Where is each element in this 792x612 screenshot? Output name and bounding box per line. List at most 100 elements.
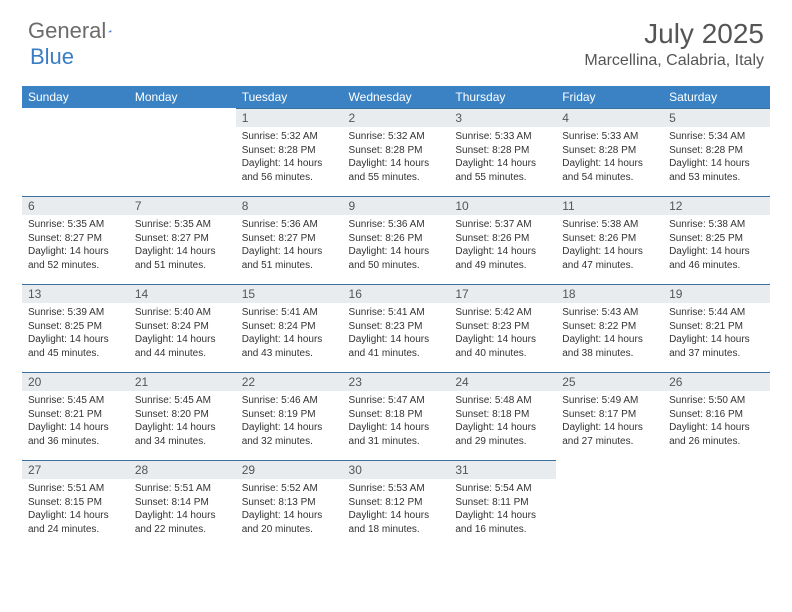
day-info: Sunrise: 5:38 AMSunset: 8:25 PMDaylight:…	[663, 215, 770, 275]
calendar-cell	[22, 108, 129, 196]
day-number: 31	[449, 460, 556, 479]
day-info: Sunrise: 5:48 AMSunset: 8:18 PMDaylight:…	[449, 391, 556, 451]
calendar-cell: 12Sunrise: 5:38 AMSunset: 8:25 PMDayligh…	[663, 196, 770, 284]
calendar-table: Sunday Monday Tuesday Wednesday Thursday…	[22, 86, 770, 548]
calendar-cell	[129, 108, 236, 196]
day-info: Sunrise: 5:43 AMSunset: 8:22 PMDaylight:…	[556, 303, 663, 363]
day-number: 19	[663, 284, 770, 303]
day-number: 20	[22, 372, 129, 391]
day-number: 17	[449, 284, 556, 303]
weekday-header: Thursday	[449, 86, 556, 108]
day-info: Sunrise: 5:35 AMSunset: 8:27 PMDaylight:…	[129, 215, 236, 275]
day-info: Sunrise: 5:32 AMSunset: 8:28 PMDaylight:…	[343, 127, 450, 187]
day-info: Sunrise: 5:36 AMSunset: 8:27 PMDaylight:…	[236, 215, 343, 275]
calendar-cell: 25Sunrise: 5:49 AMSunset: 8:17 PMDayligh…	[556, 372, 663, 460]
day-info: Sunrise: 5:49 AMSunset: 8:17 PMDaylight:…	[556, 391, 663, 451]
day-info: Sunrise: 5:40 AMSunset: 8:24 PMDaylight:…	[129, 303, 236, 363]
day-info: Sunrise: 5:46 AMSunset: 8:19 PMDaylight:…	[236, 391, 343, 451]
day-info: Sunrise: 5:52 AMSunset: 8:13 PMDaylight:…	[236, 479, 343, 539]
day-number: 23	[343, 372, 450, 391]
day-number: 16	[343, 284, 450, 303]
calendar-cell: 15Sunrise: 5:41 AMSunset: 8:24 PMDayligh…	[236, 284, 343, 372]
day-number: 7	[129, 196, 236, 215]
calendar-week: 20Sunrise: 5:45 AMSunset: 8:21 PMDayligh…	[22, 372, 770, 460]
weekday-header: Friday	[556, 86, 663, 108]
day-number: 27	[22, 460, 129, 479]
calendar-cell: 4Sunrise: 5:33 AMSunset: 8:28 PMDaylight…	[556, 108, 663, 196]
logo-triangle-icon	[108, 23, 111, 39]
calendar-cell: 6Sunrise: 5:35 AMSunset: 8:27 PMDaylight…	[22, 196, 129, 284]
calendar-cell: 27Sunrise: 5:51 AMSunset: 8:15 PMDayligh…	[22, 460, 129, 548]
day-info: Sunrise: 5:35 AMSunset: 8:27 PMDaylight:…	[22, 215, 129, 275]
day-number: 24	[449, 372, 556, 391]
day-info: Sunrise: 5:45 AMSunset: 8:21 PMDaylight:…	[22, 391, 129, 451]
day-number: 26	[663, 372, 770, 391]
day-info: Sunrise: 5:45 AMSunset: 8:20 PMDaylight:…	[129, 391, 236, 451]
day-info: Sunrise: 5:53 AMSunset: 8:12 PMDaylight:…	[343, 479, 450, 539]
day-number: 12	[663, 196, 770, 215]
day-number: 5	[663, 108, 770, 127]
calendar-cell: 19Sunrise: 5:44 AMSunset: 8:21 PMDayligh…	[663, 284, 770, 372]
calendar-cell: 24Sunrise: 5:48 AMSunset: 8:18 PMDayligh…	[449, 372, 556, 460]
calendar-cell: 10Sunrise: 5:37 AMSunset: 8:26 PMDayligh…	[449, 196, 556, 284]
calendar-cell: 14Sunrise: 5:40 AMSunset: 8:24 PMDayligh…	[129, 284, 236, 372]
calendar-cell: 13Sunrise: 5:39 AMSunset: 8:25 PMDayligh…	[22, 284, 129, 372]
calendar-cell: 8Sunrise: 5:36 AMSunset: 8:27 PMDaylight…	[236, 196, 343, 284]
calendar-cell: 3Sunrise: 5:33 AMSunset: 8:28 PMDaylight…	[449, 108, 556, 196]
calendar-cell: 7Sunrise: 5:35 AMSunset: 8:27 PMDaylight…	[129, 196, 236, 284]
calendar-cell: 31Sunrise: 5:54 AMSunset: 8:11 PMDayligh…	[449, 460, 556, 548]
calendar-cell: 11Sunrise: 5:38 AMSunset: 8:26 PMDayligh…	[556, 196, 663, 284]
calendar-cell: 29Sunrise: 5:52 AMSunset: 8:13 PMDayligh…	[236, 460, 343, 548]
day-number: 9	[343, 196, 450, 215]
day-info: Sunrise: 5:41 AMSunset: 8:24 PMDaylight:…	[236, 303, 343, 363]
calendar-cell: 17Sunrise: 5:42 AMSunset: 8:23 PMDayligh…	[449, 284, 556, 372]
day-number: 6	[22, 196, 129, 215]
calendar-week: 27Sunrise: 5:51 AMSunset: 8:15 PMDayligh…	[22, 460, 770, 548]
day-number: 1	[236, 108, 343, 127]
day-number: 30	[343, 460, 450, 479]
day-number: 3	[449, 108, 556, 127]
day-info: Sunrise: 5:33 AMSunset: 8:28 PMDaylight:…	[556, 127, 663, 187]
weekday-row: Sunday Monday Tuesday Wednesday Thursday…	[22, 86, 770, 108]
day-number: 22	[236, 372, 343, 391]
day-info: Sunrise: 5:34 AMSunset: 8:28 PMDaylight:…	[663, 127, 770, 187]
day-number: 14	[129, 284, 236, 303]
calendar-cell: 26Sunrise: 5:50 AMSunset: 8:16 PMDayligh…	[663, 372, 770, 460]
calendar-cell: 30Sunrise: 5:53 AMSunset: 8:12 PMDayligh…	[343, 460, 450, 548]
day-number: 11	[556, 196, 663, 215]
calendar-week: 1Sunrise: 5:32 AMSunset: 8:28 PMDaylight…	[22, 108, 770, 196]
calendar-cell: 5Sunrise: 5:34 AMSunset: 8:28 PMDaylight…	[663, 108, 770, 196]
day-info: Sunrise: 5:37 AMSunset: 8:26 PMDaylight:…	[449, 215, 556, 275]
day-number: 2	[343, 108, 450, 127]
day-info: Sunrise: 5:41 AMSunset: 8:23 PMDaylight:…	[343, 303, 450, 363]
logo-blue-row: Blue	[30, 44, 74, 70]
calendar-cell: 23Sunrise: 5:47 AMSunset: 8:18 PMDayligh…	[343, 372, 450, 460]
calendar-cell: 16Sunrise: 5:41 AMSunset: 8:23 PMDayligh…	[343, 284, 450, 372]
day-info: Sunrise: 5:32 AMSunset: 8:28 PMDaylight:…	[236, 127, 343, 187]
day-number: 21	[129, 372, 236, 391]
month-title: July 2025	[584, 18, 764, 50]
day-info: Sunrise: 5:51 AMSunset: 8:15 PMDaylight:…	[22, 479, 129, 539]
calendar-cell: 1Sunrise: 5:32 AMSunset: 8:28 PMDaylight…	[236, 108, 343, 196]
header: General July 2025 Marcellina, Calabria, …	[0, 0, 792, 78]
calendar-body: 1Sunrise: 5:32 AMSunset: 8:28 PMDaylight…	[22, 108, 770, 548]
weekday-header: Wednesday	[343, 86, 450, 108]
calendar-cell	[663, 460, 770, 548]
calendar-cell: 28Sunrise: 5:51 AMSunset: 8:14 PMDayligh…	[129, 460, 236, 548]
day-number: 28	[129, 460, 236, 479]
day-info: Sunrise: 5:42 AMSunset: 8:23 PMDaylight:…	[449, 303, 556, 363]
calendar-week: 6Sunrise: 5:35 AMSunset: 8:27 PMDaylight…	[22, 196, 770, 284]
weekday-header: Monday	[129, 86, 236, 108]
logo-general: General	[28, 18, 106, 44]
day-info: Sunrise: 5:38 AMSunset: 8:26 PMDaylight:…	[556, 215, 663, 275]
day-number: 29	[236, 460, 343, 479]
day-info: Sunrise: 5:36 AMSunset: 8:26 PMDaylight:…	[343, 215, 450, 275]
calendar-cell: 2Sunrise: 5:32 AMSunset: 8:28 PMDaylight…	[343, 108, 450, 196]
weekday-header: Sunday	[22, 86, 129, 108]
day-info: Sunrise: 5:39 AMSunset: 8:25 PMDaylight:…	[22, 303, 129, 363]
day-info: Sunrise: 5:51 AMSunset: 8:14 PMDaylight:…	[129, 479, 236, 539]
calendar-cell: 20Sunrise: 5:45 AMSunset: 8:21 PMDayligh…	[22, 372, 129, 460]
day-number: 10	[449, 196, 556, 215]
calendar-cell: 22Sunrise: 5:46 AMSunset: 8:19 PMDayligh…	[236, 372, 343, 460]
day-info: Sunrise: 5:47 AMSunset: 8:18 PMDaylight:…	[343, 391, 450, 451]
